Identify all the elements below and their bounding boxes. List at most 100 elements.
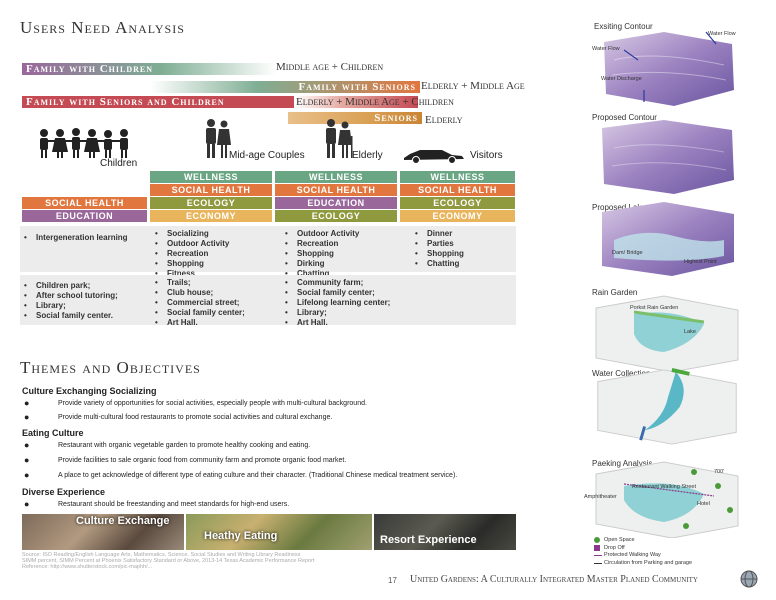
car-icon: [404, 150, 464, 164]
list-item: Art Hall.: [153, 318, 245, 328]
theme-item: Provide multi-cultural food restaurants …: [58, 414, 333, 421]
analysis-title: Water Collection: [592, 369, 651, 378]
ecology-tag: ECOLOGY: [400, 197, 515, 209]
list-item: Lifelong learning center;: [283, 298, 390, 308]
visitors-activities: Dinner Parties Shopping Chatting: [413, 229, 464, 269]
theme-item: Provide facilities to sale organic food …: [58, 457, 347, 464]
source-line: SIMM percent, SIMM Percent at Phoenix Sa…: [22, 558, 315, 564]
bar-label: Seniors: [374, 112, 418, 124]
map-label: Lake: [684, 329, 696, 335]
legend-label: Drop Off: [604, 545, 625, 551]
resort-experience-photo: Resort Experience: [374, 514, 516, 550]
list-item: Social family center.: [22, 311, 118, 321]
ecology-tag: ECOLOGY: [150, 197, 272, 209]
legend-swatch: [594, 555, 602, 556]
theme-heading: Culture Exchanging Socializing: [22, 386, 157, 396]
elderly-facilities: Community farm; Social family center; Li…: [283, 278, 390, 328]
bar-label: Family with Children: [26, 63, 153, 75]
bar-desc: Middle age + Children: [276, 61, 384, 73]
map-label: Amphitheater: [584, 494, 617, 500]
list-item: Chatting: [283, 269, 359, 279]
list-item: Recreation: [153, 249, 229, 259]
couple-icon: [206, 119, 231, 158]
page-title: Users Need Analysis: [20, 18, 185, 37]
economy-tag: ECONOMY: [400, 210, 515, 222]
footer-title: United Gardens: A Culturally Integrated …: [410, 574, 698, 585]
couples-activities: Socializing Outdoor Activity Recreation …: [153, 229, 229, 279]
children-activities: Intergeneration learning: [22, 233, 142, 243]
couples-facilities: Trails; Club house; Commercial street; S…: [153, 278, 245, 328]
photo-caption: Resort Experience: [380, 534, 477, 546]
list-item: Outdoor Activity: [283, 229, 359, 239]
elderly-activities: Outdoor Activity Recreation Shopping Dir…: [283, 229, 359, 279]
map-label: Water Flow: [708, 31, 736, 37]
list-item: After school tutoring;: [22, 291, 118, 301]
themes-title: Themes and Objectives: [20, 358, 201, 377]
map-label: 700': [714, 469, 725, 475]
social-health-tag: SOCIAL HEALTH: [275, 184, 397, 196]
wellness-tag: WELLNESS: [400, 171, 515, 183]
children-icon: [40, 128, 128, 158]
list-item: Recreation: [283, 239, 359, 249]
list-item: Children park;: [22, 281, 118, 291]
bar-desc: Elderly: [425, 114, 463, 126]
list-item: Shopping: [413, 249, 464, 259]
list-item: Commercial street;: [153, 298, 245, 308]
social-health-tag: SOCIAL HEALTH: [400, 184, 515, 196]
social-health-tag: SOCIAL HEALTH: [22, 197, 147, 209]
legend-label: Protected Walking Way: [604, 552, 661, 558]
globe-icon: [740, 570, 758, 588]
list-item: Social family center;: [283, 288, 390, 298]
list-item: Library;: [283, 308, 390, 318]
bar-label: Family with Seniors and Children: [26, 96, 225, 108]
proposed-contour-map: [602, 120, 734, 194]
list-item: Parties: [413, 239, 464, 249]
theme-item: A place to get acknowledge of different …: [58, 472, 458, 479]
theme-item: Restaurant with organic vegetable garden…: [58, 442, 311, 449]
map-label: Water Discharge: [601, 76, 642, 82]
parking-analysis-map: [595, 461, 739, 538]
list-item: Outdoor Activity: [153, 239, 229, 249]
list-item: Social family center;: [153, 308, 245, 318]
family-seniors-children-bar: Family with Seniors and Children: [22, 96, 294, 108]
water-collection-map: [597, 368, 737, 445]
list-item: Intergeneration learning: [22, 233, 142, 243]
list-item: Dirking: [283, 259, 359, 269]
map-label: Dam/ Bridge: [612, 250, 643, 256]
elderly-icon: [326, 119, 353, 158]
legend-swatch: [594, 563, 602, 564]
bar-desc: Elderly + Middle Age: [421, 80, 525, 92]
analysis-title: Proposed Lake: [592, 203, 646, 212]
theme-heading: Eating Culture: [22, 428, 84, 438]
bullet: ●: [24, 470, 30, 480]
list-item: Dinner: [413, 229, 464, 239]
education-tag: EDUCATION: [22, 210, 147, 222]
proposed-lake-map: [602, 202, 734, 276]
list-item: Fitness: [153, 269, 229, 279]
theme-heading: Diverse Experience: [22, 487, 106, 497]
family-children-bar: Family with Children: [22, 63, 276, 75]
list-item: Shopping: [283, 249, 359, 259]
analysis-title: Proposed Contour: [592, 113, 657, 122]
map-label: Porkst Rain Garden: [630, 305, 679, 311]
photo-caption: Culture Exchange: [76, 515, 170, 527]
family-seniors-children-fade: [294, 96, 418, 108]
rain-garden-map: [595, 295, 739, 372]
bullet: ●: [24, 412, 30, 422]
list-item: Socializing: [153, 229, 229, 239]
list-item: Club house;: [153, 288, 245, 298]
source-line: Source: ISO Reading/English Language Art…: [22, 552, 301, 558]
wellness-tag: WELLNESS: [150, 171, 272, 183]
legend-label: Circulation from Parking and garage: [604, 560, 693, 566]
existing-contour-map: [604, 31, 734, 106]
analysis-title: Exsiting Contour: [594, 22, 653, 31]
children-label: Children: [100, 158, 138, 169]
legend-swatch: [594, 537, 600, 543]
seniors-bar: Seniors: [288, 112, 422, 124]
legend-swatch: [594, 545, 600, 551]
theme-item: Provide variety of opportunities for soc…: [58, 400, 367, 407]
couples-label: Mid-age Couples: [229, 150, 305, 161]
bar-label: Family with Seniors: [298, 81, 416, 93]
elderly-label: Elderly: [352, 150, 383, 161]
legend-label: Open Space: [604, 537, 635, 543]
